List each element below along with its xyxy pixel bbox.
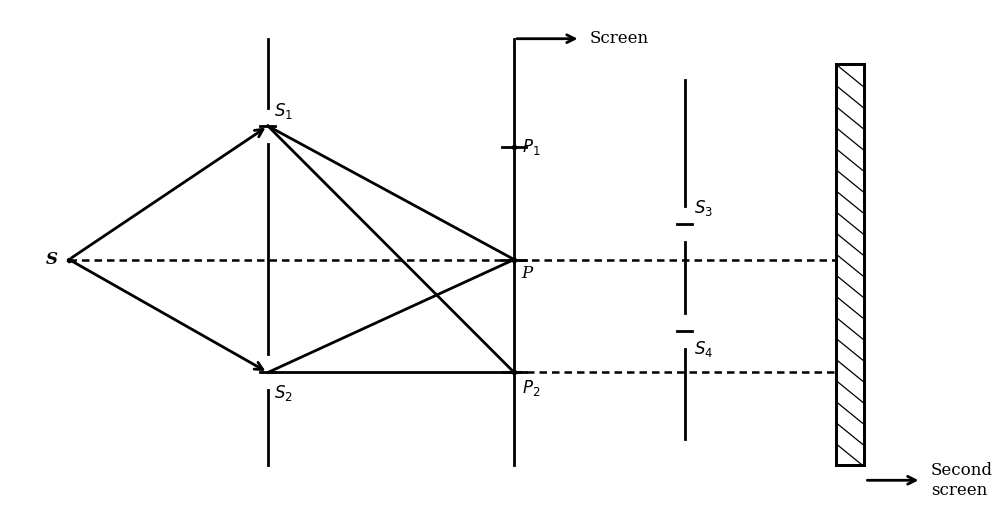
Text: $S_1$: $S_1$ xyxy=(274,101,293,121)
Text: $S_4$: $S_4$ xyxy=(694,339,713,359)
Text: Second
screen: Second screen xyxy=(931,462,993,499)
Text: $P_1$: $P_1$ xyxy=(521,136,540,157)
Text: P: P xyxy=(521,265,532,282)
Text: Screen: Screen xyxy=(589,30,649,47)
Text: $P_2$: $P_2$ xyxy=(521,378,540,398)
Text: $S_2$: $S_2$ xyxy=(274,383,293,403)
Bar xyxy=(836,64,864,465)
Text: S: S xyxy=(46,251,58,268)
Text: $S_3$: $S_3$ xyxy=(694,198,713,218)
